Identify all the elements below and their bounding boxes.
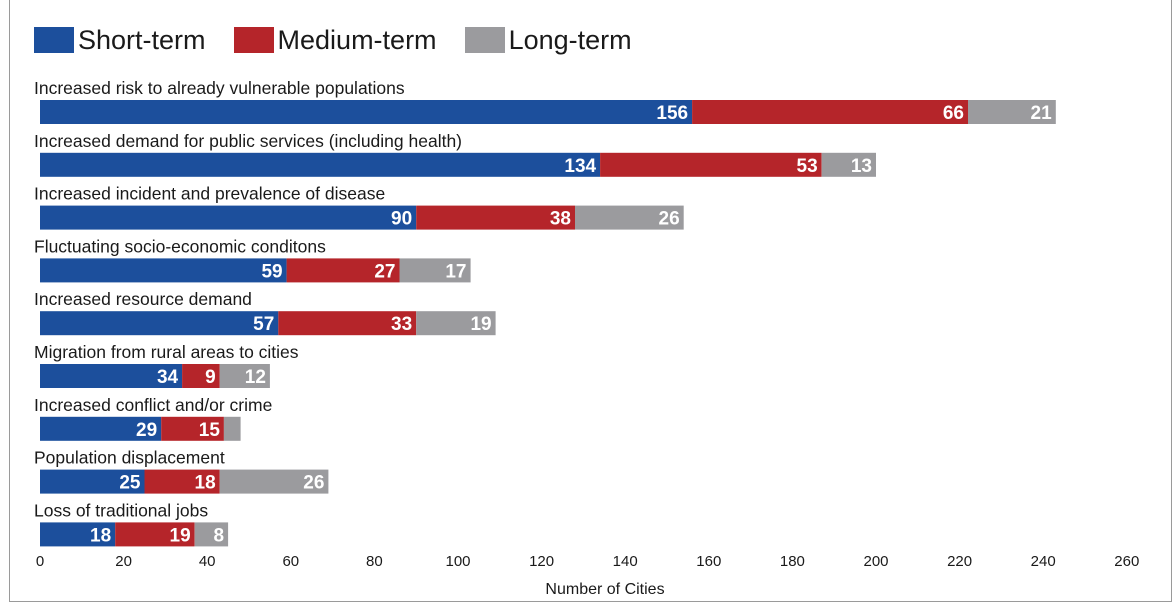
data-label-short-term-increased-conflict-and-or-crime: 29 [136, 420, 157, 441]
data-label-long-term-increased-resource-demand: 19 [470, 314, 491, 335]
legend-label-medium-term: Medium-term [277, 24, 437, 55]
legend-item-short-term: Short-term [34, 25, 206, 56]
bar-long-term-increased-incident-and-prevalence-of-disease [575, 205, 684, 230]
x-tick-140: 140 [613, 553, 638, 570]
legend-item-long-term: Long-term [464, 24, 632, 56]
bar-short-term-increased-demand-for-public-services-including-health [40, 152, 601, 177]
bar-medium-term-increased-demand-for-public-services-including-health [600, 152, 822, 177]
data-label-long-term-fluctuating-socio-economic-conditons: 17 [445, 261, 466, 282]
bar-short-term-migration-from-rural-areas-to-cities [40, 364, 183, 388]
data-label-medium-term-increased-risk-to-already-vulnerable-populations: 66 [943, 103, 964, 124]
bar-medium-term-loss-of-traditional-jobs [115, 522, 195, 547]
bar-long-term-loss-of-traditional-jobs [194, 522, 229, 547]
data-label-short-term-population-displacement: 25 [119, 473, 141, 494]
data-label-long-term-population-displacement: 26 [303, 473, 324, 494]
data-label-short-term-increased-resource-demand: 57 [253, 314, 274, 335]
bar-short-term-increased-resource-demand [40, 311, 279, 336]
x-tick-260: 260 [1114, 553, 1139, 570]
bar-long-term-increased-resource-demand [416, 311, 496, 336]
legend: Short-term Medium-term Long-term [34, 20, 660, 60]
bar-short-term-increased-conflict-and-or-crime [40, 416, 162, 441]
category-label-increased-resource-demand: Increased resource demand [34, 289, 252, 309]
data-label-long-term-increased-risk-to-already-vulnerable-populations: 21 [1031, 103, 1053, 124]
bar-short-term-fluctuating-socio-economic-conditons [40, 258, 287, 283]
category-label-increased-risk-to-already-vulnerable-populations: Increased risk to already vulnerable pop… [34, 78, 405, 98]
bar-long-term-migration-from-rural-areas-to-cities [219, 364, 270, 388]
category-labels: Increased risk to already vulnerable pop… [34, 78, 462, 520]
data-label-short-term-loss-of-traditional-jobs: 18 [90, 525, 111, 546]
legend-item-medium-term: Medium-term [233, 24, 437, 56]
x-tick-20: 20 [115, 553, 132, 570]
data-label-short-term-fluctuating-socio-economic-conditons: 59 [261, 261, 282, 282]
x-tick-200: 200 [863, 553, 888, 570]
x-tick-100: 100 [445, 553, 470, 570]
data-label-long-term-increased-demand-for-public-services-including-health: 13 [851, 156, 872, 177]
bar-short-term-increased-incident-and-prevalence-of-disease [40, 205, 417, 230]
data-label-medium-term-loss-of-traditional-jobs: 19 [170, 525, 191, 546]
category-label-migration-from-rural-areas-to-cities: Migration from rural areas to cities [34, 342, 299, 362]
category-label-fluctuating-socio-economic-conditons: Fluctuating socio-economic conditons [34, 236, 326, 256]
x-tick-60: 60 [282, 553, 299, 570]
bar-long-term-increased-conflict-and-or-crime [223, 416, 241, 441]
data-label-medium-term-increased-incident-and-prevalence-of-disease: 38 [550, 209, 571, 230]
bars: 156 66 21 134 53 13 90 38 26 59 27 17 57 33 19 34 9 12 29 1… [40, 100, 1056, 547]
x-tick-80: 80 [366, 553, 383, 570]
x-tick-120: 120 [529, 553, 554, 570]
data-label-medium-term-increased-demand-for-public-services-including-health: 53 [797, 156, 818, 177]
data-label-short-term-migration-from-rural-areas-to-cities: 34 [157, 367, 179, 388]
category-label-population-displacement: Population displacement [34, 448, 225, 468]
data-label-medium-term-fluctuating-socio-economic-conditons: 27 [374, 261, 395, 282]
data-label-short-term-increased-demand-for-public-services-including-health: 134 [564, 156, 596, 177]
x-tick-40: 40 [199, 553, 216, 570]
bar-medium-term-increased-risk-to-already-vulnerable-populations [692, 100, 968, 124]
bar-short-term-loss-of-traditional-jobs [40, 522, 116, 547]
data-label-long-term-loss-of-traditional-jobs: 8 [214, 525, 225, 546]
bar-medium-term-population-displacement [144, 469, 220, 494]
bar-short-term-population-displacement [40, 469, 145, 494]
x-tick-160: 160 [696, 553, 721, 570]
category-label-increased-demand-for-public-services-including-health: Increased demand for public services (in… [34, 131, 462, 151]
data-label-short-term-increased-incident-and-prevalence-of-disease: 90 [391, 209, 412, 230]
legend-label-long-term: Long-term [508, 24, 632, 55]
data-label-long-term-increased-incident-and-prevalence-of-disease: 26 [659, 209, 680, 230]
x-tick-240: 240 [1031, 553, 1056, 570]
bar-long-term-fluctuating-socio-economic-conditons [399, 258, 471, 283]
bar-medium-term-increased-resource-demand [278, 311, 417, 336]
bar-medium-term-migration-from-rural-areas-to-cities [182, 364, 220, 388]
legend-swatch-long-term [464, 27, 505, 53]
bar-medium-term-increased-incident-and-prevalence-of-disease [416, 205, 575, 230]
bar-long-term-increased-demand-for-public-services-including-health [821, 152, 876, 177]
bar-short-term-increased-risk-to-already-vulnerable-populations [40, 100, 693, 124]
bar-medium-term-fluctuating-socio-economic-conditons [286, 258, 400, 283]
x-axis-ticks: 0 20 40 60 80 100 120 140 160 180 200 220 240 260 [36, 553, 1139, 570]
legend-label-short-term: Short-term [78, 24, 206, 55]
bar-medium-term-increased-conflict-and-or-crime [161, 416, 224, 441]
legend-swatch-medium-term [233, 27, 274, 53]
x-tick-0: 0 [36, 553, 44, 570]
bar-long-term-increased-risk-to-already-vulnerable-populations [968, 100, 1056, 124]
data-label-medium-term-increased-resource-demand: 33 [391, 314, 412, 335]
legend-swatch-short-term [34, 27, 74, 53]
bar-long-term-population-displacement [219, 469, 329, 494]
x-tick-220: 220 [947, 553, 972, 570]
category-label-increased-conflict-and-or-crime: Increased conflict and/or crime [34, 395, 272, 415]
category-label-increased-incident-and-prevalence-of-disease: Increased incident and prevalence of dis… [34, 184, 385, 204]
data-label-medium-term-migration-from-rural-areas-to-cities: 9 [205, 367, 216, 388]
category-label-loss-of-traditional-jobs: Loss of traditional jobs [34, 500, 208, 520]
data-label-short-term-increased-risk-to-already-vulnerable-populations: 156 [656, 103, 688, 124]
x-axis-title: Number of Cities [545, 581, 664, 598]
x-tick-180: 180 [780, 553, 805, 570]
data-label-long-term-migration-from-rural-areas-to-cities: 12 [245, 367, 266, 388]
data-label-medium-term-population-displacement: 18 [195, 473, 216, 494]
data-label-medium-term-increased-conflict-and-or-crime: 15 [199, 420, 221, 441]
